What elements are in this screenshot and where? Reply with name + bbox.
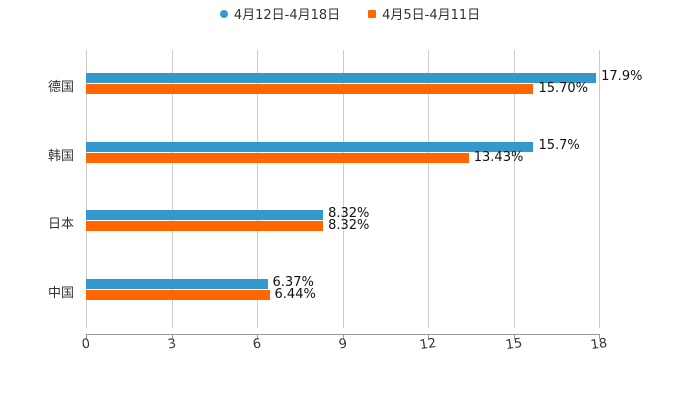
legend-item-series-2[interactable]: 4月5日-4月11日 xyxy=(368,4,480,23)
category-label: 韩国 xyxy=(48,149,75,164)
gridline xyxy=(86,50,87,328)
gridline xyxy=(257,50,258,328)
axis-tick xyxy=(342,334,344,339)
bar[interactable] xyxy=(86,221,324,231)
axis-tick xyxy=(513,334,515,339)
legend-dot-icon xyxy=(219,9,228,18)
bar[interactable] xyxy=(86,210,324,220)
value-label: 8.32% xyxy=(328,206,370,221)
legend-label: 4月5日-4月11日 xyxy=(382,8,481,23)
legend-label: 4月12日-4月18日 xyxy=(233,8,341,23)
value-label: 15.7% xyxy=(538,138,580,153)
value-label: 6.37% xyxy=(272,275,314,290)
gridline xyxy=(171,50,173,328)
gridline xyxy=(599,50,600,328)
x-tick-label: 15 xyxy=(504,335,523,354)
bar[interactable] xyxy=(86,290,270,300)
category-label: 日本 xyxy=(48,217,75,232)
bar[interactable] xyxy=(86,279,268,289)
x-tick-label: 18 xyxy=(589,335,609,354)
value-label: 6.44% xyxy=(274,287,316,302)
legend-item-series-1[interactable]: 4月12日-4月18日 xyxy=(219,4,341,23)
legend-square-icon xyxy=(368,9,377,18)
gridline xyxy=(513,50,515,328)
axis-tick xyxy=(428,334,429,339)
axis-tick xyxy=(599,334,600,339)
x-tick-label: 6 xyxy=(251,336,263,353)
x-tick-label: 3 xyxy=(166,336,177,353)
value-label: 17.9% xyxy=(601,69,643,84)
x-tick-label: 9 xyxy=(337,336,348,353)
gridline xyxy=(342,50,344,328)
gridline xyxy=(428,50,429,328)
bar[interactable] xyxy=(86,142,534,152)
axis-tick xyxy=(257,334,258,339)
x-axis-line xyxy=(86,334,599,335)
axis-tick xyxy=(171,334,173,339)
bar[interactable] xyxy=(86,73,597,83)
bar[interactable] xyxy=(86,84,534,94)
category-label: 德国 xyxy=(48,80,75,95)
value-label: 13.43% xyxy=(473,150,524,165)
x-tick-label: 0 xyxy=(80,336,92,353)
legend: 4月12日-4月18日 4月5日-4月11日 xyxy=(0,4,700,23)
axis-tick xyxy=(86,334,87,339)
x-tick-label: 12 xyxy=(418,335,438,354)
value-label: 15.70% xyxy=(538,81,589,96)
bar[interactable] xyxy=(86,153,469,163)
value-label: 8.32% xyxy=(328,218,370,233)
category-label: 中国 xyxy=(48,286,75,301)
